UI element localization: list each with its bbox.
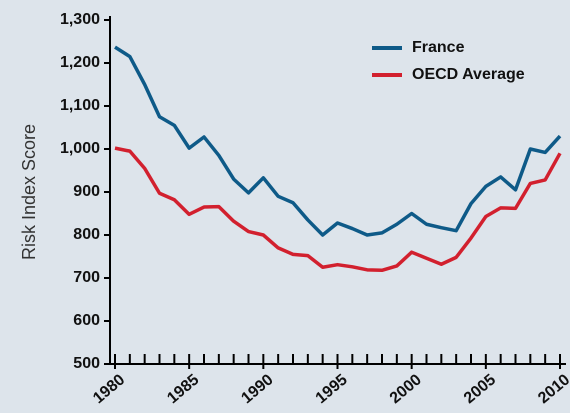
- y-tick-label: 600: [73, 312, 100, 329]
- y-tick-label: 500: [73, 355, 100, 372]
- y-tick-label: 800: [73, 226, 100, 243]
- y-tick-label: 1,300: [60, 11, 100, 28]
- legend-label: France: [412, 39, 465, 56]
- y-tick-label: 900: [73, 183, 100, 200]
- line: [114, 45, 562, 237]
- line: [114, 146, 562, 273]
- y-tick-label: 1,200: [60, 54, 100, 71]
- y-tick-label: 1,000: [60, 140, 100, 157]
- y-axis-label: Risk Index Score: [19, 124, 39, 260]
- y-tick-label: 700: [73, 269, 100, 286]
- legend-label: OECD Average: [412, 66, 525, 83]
- y-tick-label: 1,100: [60, 97, 100, 114]
